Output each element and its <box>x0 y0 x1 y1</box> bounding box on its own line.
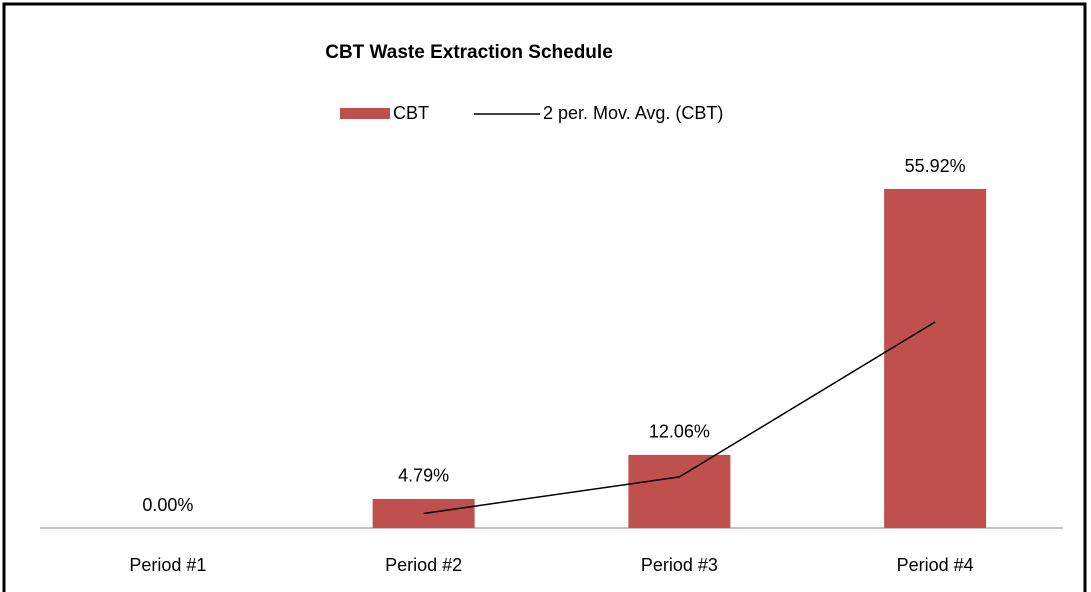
bar <box>628 454 731 528</box>
x-tick-label: Period #2 <box>385 555 462 575</box>
bar <box>884 189 987 528</box>
x-tick-label: Period #3 <box>641 555 718 575</box>
legend-label: CBT <box>393 103 429 123</box>
x-tick-label: Period #1 <box>129 555 206 575</box>
legend-swatch <box>340 108 390 119</box>
moving-average-line <box>423 321 936 515</box>
x-tick-label: Period #4 <box>897 555 974 575</box>
data-label: 0.00% <box>142 495 193 515</box>
data-label: 12.06% <box>649 422 710 442</box>
legend-label: 2 per. Mov. Avg. (CBT) <box>543 103 723 123</box>
chart-title: CBT Waste Extraction Schedule <box>325 42 613 63</box>
data-label: 55.92% <box>905 156 966 176</box>
data-label: 4.79% <box>398 466 449 486</box>
